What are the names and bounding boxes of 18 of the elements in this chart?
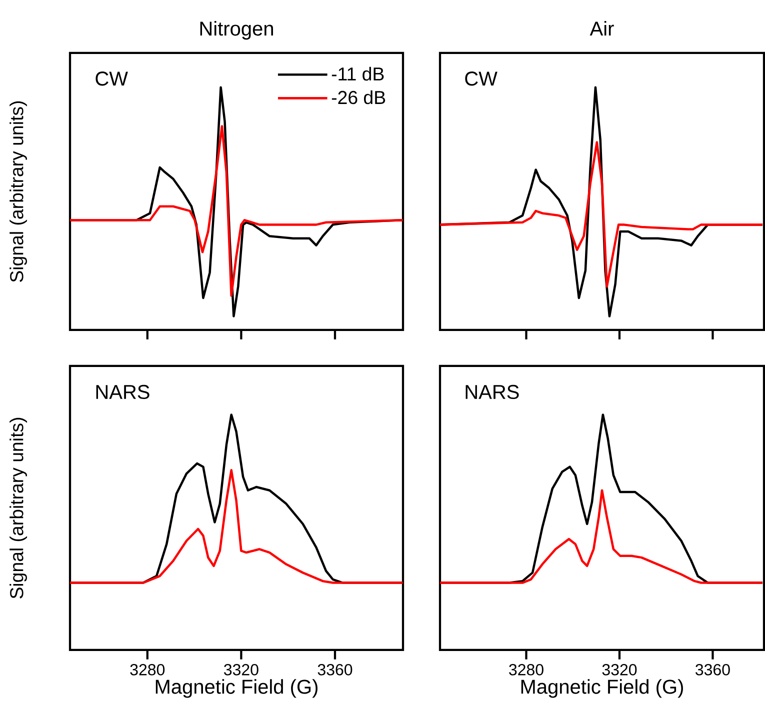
- text: CW: [465, 72, 498, 86]
- chart-title: Air: [590, 21, 614, 36]
- x-tick-label: 3320: [224, 664, 258, 676]
- chart-title: Nitrogen: [200, 21, 273, 40]
- x-axis-title: Magnetic Field (G): [156, 679, 318, 698]
- x-tick-label: 3280: [509, 664, 544, 676]
- y-axis-title: Signal (arbitrary units): [10, 101, 27, 282]
- y-axis-title: Signal (arbitrary units): [10, 418, 27, 598]
- text: CW: [96, 72, 128, 86]
- x-tick-label: 3280: [130, 664, 165, 676]
- text: NARS: [96, 384, 150, 400]
- text: NARS: [466, 384, 519, 400]
- legend-label: -26 dB: [332, 90, 386, 104]
- x-axis-title: Magnetic Field (G): [521, 679, 683, 698]
- x-tick-label: 3360: [318, 664, 352, 676]
- x-tick-label: 3320: [602, 664, 637, 676]
- legend-label: -11 dB: [332, 66, 384, 81]
- x-tick-label: 3360: [696, 664, 730, 676]
